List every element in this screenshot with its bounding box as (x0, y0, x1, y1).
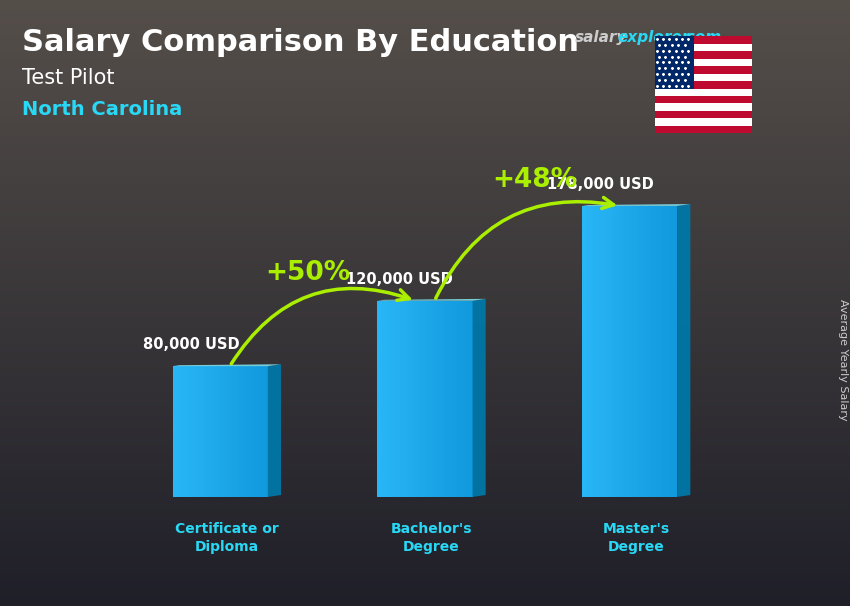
Text: Bachelor's
Degree: Bachelor's Degree (391, 522, 473, 554)
Bar (654, 111, 752, 118)
Bar (406, 301, 408, 497)
Bar (651, 206, 654, 497)
Bar (180, 366, 182, 497)
Bar (458, 301, 461, 497)
Bar (461, 301, 463, 497)
Bar (249, 366, 252, 497)
Text: +50%: +50% (265, 259, 351, 285)
Bar (389, 301, 392, 497)
Bar (240, 366, 241, 497)
Bar (654, 88, 752, 96)
Bar (606, 206, 609, 497)
Bar (244, 366, 246, 497)
Bar (637, 206, 639, 497)
Bar (654, 36, 694, 88)
Bar (598, 206, 601, 497)
Bar (418, 301, 420, 497)
Text: 120,000 USD: 120,000 USD (346, 271, 453, 287)
Bar (184, 366, 187, 497)
Bar (468, 301, 470, 497)
Polygon shape (473, 299, 485, 497)
Text: North Carolina: North Carolina (22, 100, 182, 119)
Bar (470, 301, 473, 497)
Bar (230, 366, 232, 497)
Bar (411, 301, 413, 497)
Bar (646, 206, 649, 497)
Bar (413, 301, 416, 497)
Bar (456, 301, 458, 497)
Bar (594, 206, 597, 497)
Bar (428, 301, 430, 497)
Bar (432, 301, 434, 497)
Bar (654, 52, 752, 59)
Bar (613, 206, 615, 497)
Bar (208, 366, 211, 497)
Bar (466, 301, 468, 497)
Bar (634, 206, 637, 497)
Bar (444, 301, 446, 497)
Bar (237, 366, 240, 497)
Bar (216, 366, 218, 497)
Bar (672, 206, 675, 497)
Bar (204, 366, 206, 497)
Bar (420, 301, 422, 497)
Bar (256, 366, 258, 497)
Bar (253, 366, 256, 497)
Bar (252, 366, 253, 497)
Bar (377, 301, 380, 497)
Bar (615, 206, 618, 497)
Bar (656, 206, 658, 497)
Bar (654, 44, 752, 52)
Bar (670, 206, 672, 497)
Bar (666, 206, 668, 497)
Bar (622, 206, 625, 497)
Text: 178,000 USD: 178,000 USD (547, 177, 654, 192)
Bar (235, 366, 237, 497)
Bar (408, 301, 411, 497)
Bar (604, 206, 606, 497)
Bar (404, 301, 406, 497)
Bar (654, 96, 752, 104)
Bar (246, 366, 249, 497)
Bar (384, 301, 387, 497)
Bar (601, 206, 603, 497)
Bar (401, 301, 404, 497)
Bar (387, 301, 389, 497)
Bar (589, 206, 592, 497)
Bar (660, 206, 663, 497)
Bar (264, 366, 265, 497)
Bar (654, 66, 752, 74)
Text: Master's
Degree: Master's Degree (603, 522, 670, 554)
Bar (192, 366, 194, 497)
Bar (394, 301, 396, 497)
Bar (194, 366, 196, 497)
Bar (422, 301, 425, 497)
Bar (610, 206, 613, 497)
Bar (451, 301, 454, 497)
Text: Average Yearly Salary: Average Yearly Salary (838, 299, 848, 421)
Bar (437, 301, 439, 497)
Bar (582, 206, 585, 497)
Bar (225, 366, 228, 497)
Text: 80,000 USD: 80,000 USD (143, 337, 240, 352)
Text: explorer: explorer (617, 30, 689, 45)
Bar (380, 301, 382, 497)
Polygon shape (377, 299, 485, 301)
Bar (620, 206, 622, 497)
Text: Test Pilot: Test Pilot (22, 68, 115, 88)
Polygon shape (268, 364, 281, 497)
Bar (625, 206, 627, 497)
Polygon shape (582, 204, 690, 206)
Bar (654, 59, 752, 66)
Bar (654, 126, 752, 133)
Text: Certificate or
Diploma: Certificate or Diploma (175, 522, 279, 554)
Bar (649, 206, 651, 497)
Bar (654, 118, 752, 126)
Bar (434, 301, 437, 497)
Bar (223, 366, 225, 497)
Bar (663, 206, 666, 497)
Bar (396, 301, 399, 497)
Bar (632, 206, 634, 497)
Bar (630, 206, 632, 497)
